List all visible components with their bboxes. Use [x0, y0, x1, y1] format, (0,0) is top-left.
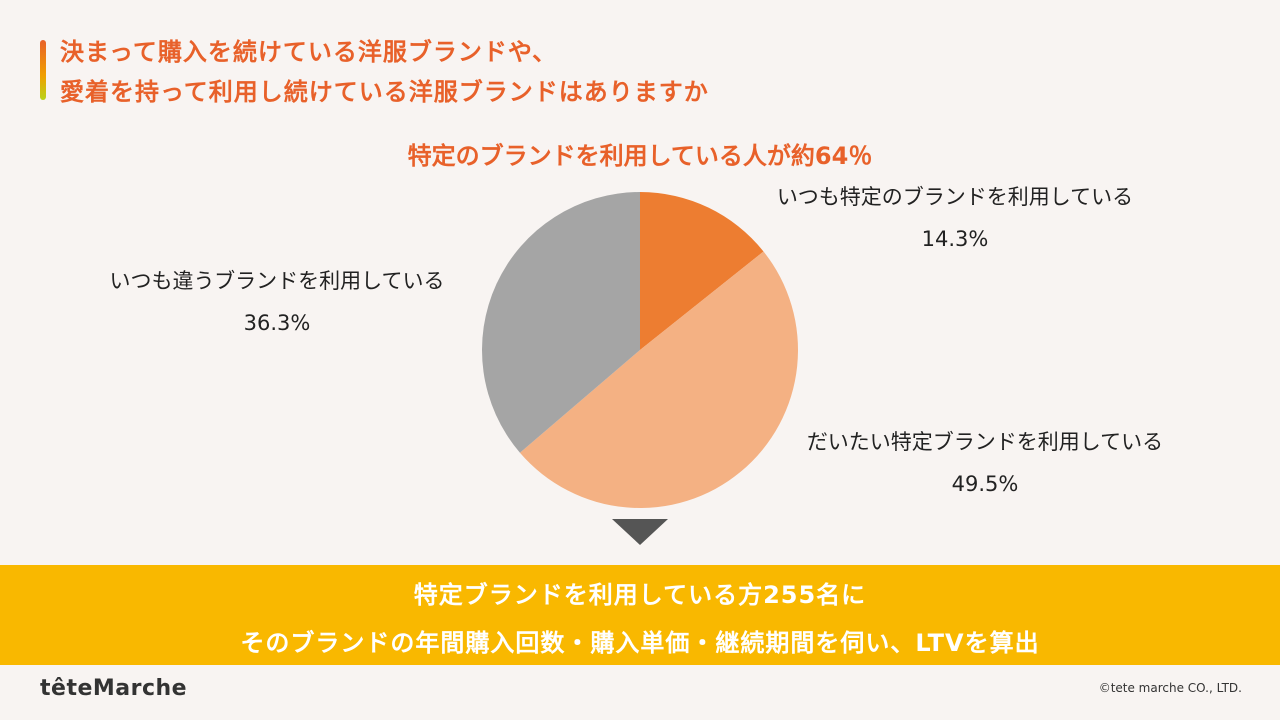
slice-value-label: 49.5% [951, 472, 1019, 496]
down-arrow-icon [612, 519, 668, 545]
label-slice-always-specific: いつも特定のブランドを利用している 14.3% [740, 176, 1170, 260]
label-slice-mostly-specific: だいたい特定ブランドを利用している 49.5% [770, 421, 1200, 505]
banner-line-1: 特定ブランドを利用している方255名に [413, 581, 867, 609]
pie-slice-mostly-specific [519, 251, 799, 509]
title-line-1: 決まって購入を続けている洋服ブランドや、 [60, 38, 558, 66]
label-slice-always-different: いつも違うブランドを利用している 36.3% [72, 260, 482, 344]
page-title: 決まって購入を続けている洋服ブランドや、 愛着を持って利用し続けている洋服ブラン… [60, 32, 709, 112]
brand-logo: têteMarche [40, 676, 188, 701]
slice-label-text: いつも違うブランドを利用している [109, 269, 445, 293]
banner-line-2: そのブランドの年間購入回数・購入単価・継続期間を伺い、LTVを算出 [240, 629, 1040, 657]
slice-label-text: いつも特定のブランドを利用している [776, 185, 1134, 209]
title-line-2: 愛着を持って利用し続けている洋服ブランドはありますか [60, 78, 709, 106]
pie-slice-always-different [482, 192, 640, 453]
slice-label-text: だいたい特定ブランドを利用している [806, 430, 1164, 454]
slice-value-label: 36.3% [243, 311, 311, 335]
slice-value-label: 14.3% [921, 227, 989, 251]
pie-chart [482, 192, 799, 509]
headline: 特定のブランドを利用している人が約64％ [407, 142, 873, 170]
title-accent-bar [40, 40, 46, 100]
pie-slice-always-specific [640, 192, 764, 350]
copyright: ©tete marche CO., LTD. [1098, 681, 1242, 695]
result-banner: 特定ブランドを利用している方255名に そのブランドの年間購入回数・購入単価・継… [0, 565, 1280, 665]
